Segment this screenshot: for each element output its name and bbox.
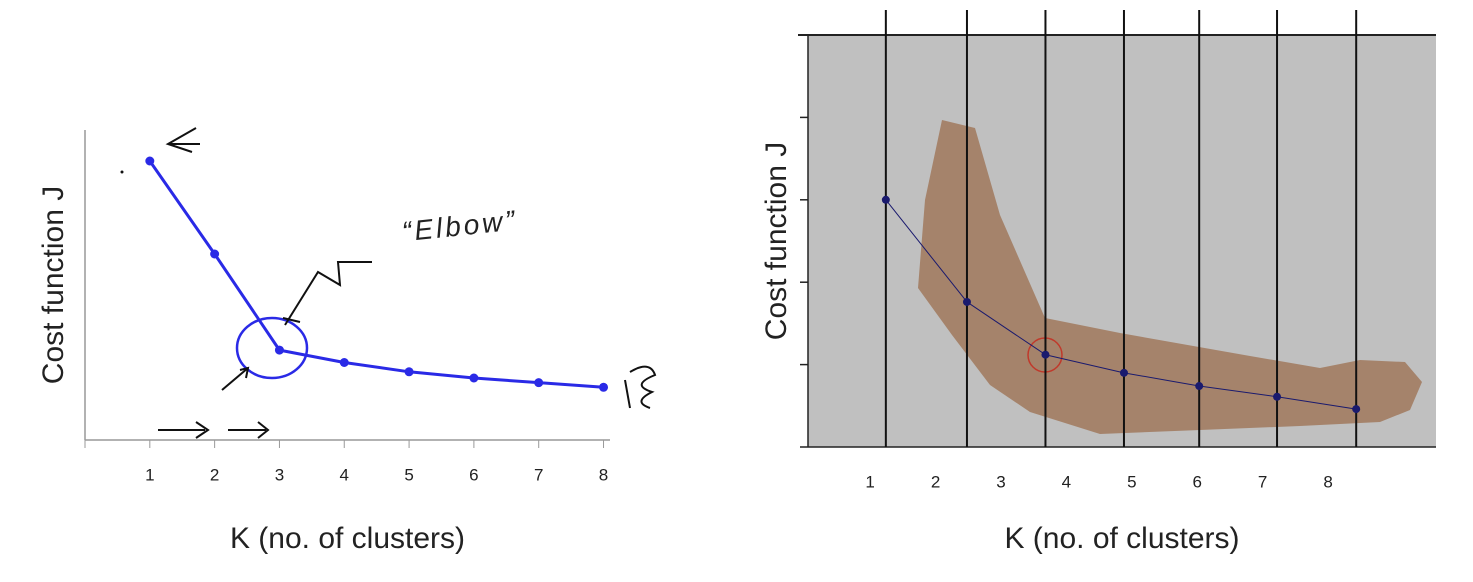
hand-arrow: [221, 366, 250, 391]
data-point: [962, 297, 971, 306]
data-point: [1041, 350, 1050, 359]
hand-arrow: [282, 261, 372, 326]
data-point: [881, 195, 890, 204]
x-tick-label: 8: [599, 465, 608, 484]
x-tick-label: 1: [145, 465, 154, 484]
x-tick-label: 4: [340, 465, 349, 484]
x-tick-label: 3: [996, 472, 1005, 491]
x-tick-label: 4: [1062, 472, 1071, 491]
data-point: [1273, 392, 1282, 401]
data-point: [274, 345, 284, 355]
data-point: [210, 249, 220, 259]
data-point: [404, 367, 414, 377]
y-axis-label: Cost function J: [760, 142, 793, 340]
x-tick-label: 5: [404, 465, 413, 484]
data-point: [469, 373, 479, 383]
data-point: [145, 156, 155, 166]
x-tick-label: 6: [1192, 472, 1201, 491]
dot: [120, 170, 124, 174]
data-point: [1119, 368, 1128, 377]
x-tick-label: 2: [210, 465, 219, 484]
x-tick-label: 3: [275, 465, 284, 484]
x-tick-label: 1: [865, 472, 874, 491]
hand-arrow: [165, 127, 200, 153]
data-point: [1195, 382, 1204, 391]
y-axis-label: Cost function J: [37, 186, 70, 384]
x-tick-label: 7: [534, 465, 543, 484]
hand-scribble: [624, 365, 657, 409]
x-tick-label: 5: [1127, 472, 1136, 491]
data-point: [1352, 405, 1361, 414]
data-line: [148, 160, 604, 389]
x-tick-label: 7: [1258, 472, 1267, 491]
x-tick-label: 6: [469, 465, 478, 484]
annotation: “Elbow”: [401, 204, 520, 247]
x-axis-label: K (no. of clusters): [230, 522, 465, 555]
x-axis-label: K (no. of clusters): [1004, 522, 1239, 555]
elbow-circle: [235, 316, 309, 380]
x-tick-label: 2: [931, 472, 940, 491]
data-point: [534, 378, 544, 388]
data-point: [339, 358, 349, 367]
data-point: [599, 382, 609, 392]
hand-arrow: [158, 421, 270, 439]
x-tick-label: 8: [1323, 472, 1332, 491]
